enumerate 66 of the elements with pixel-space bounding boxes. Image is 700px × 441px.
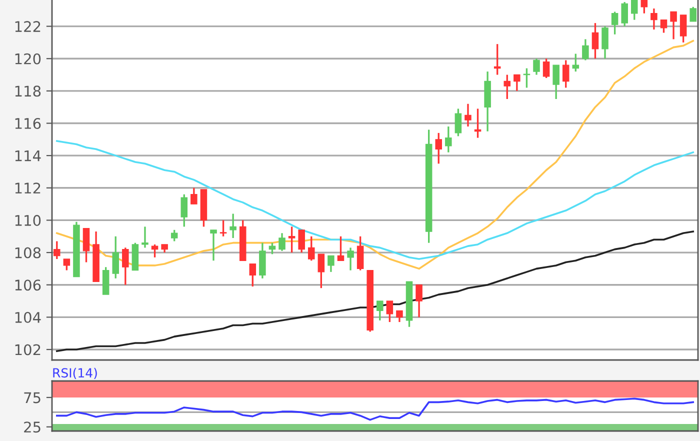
candlestick bbox=[278, 232, 286, 252]
candlestick bbox=[328, 254, 334, 273]
candlestick bbox=[356, 236, 364, 272]
candlestick bbox=[621, 1, 628, 28]
candlestick bbox=[249, 263, 256, 288]
y-tick-label: 112 bbox=[15, 182, 40, 194]
candlestick bbox=[552, 64, 560, 100]
line-series bbox=[56, 230, 694, 352]
line-series bbox=[56, 140, 694, 260]
candlestick bbox=[318, 253, 325, 289]
candlestick bbox=[542, 58, 550, 79]
candlestick bbox=[210, 229, 217, 262]
line-series bbox=[56, 398, 694, 421]
y-tick-label: 114 bbox=[15, 150, 41, 162]
candlestick bbox=[670, 10, 677, 40]
candlestick bbox=[112, 236, 120, 280]
candlestick bbox=[268, 242, 276, 255]
candlestick bbox=[592, 22, 599, 60]
candlestick bbox=[514, 74, 520, 92]
candlestick bbox=[298, 229, 305, 254]
candlestick bbox=[220, 219, 227, 238]
candlestick bbox=[660, 18, 668, 34]
candlestick bbox=[288, 226, 296, 254]
candlestick bbox=[454, 108, 462, 138]
candlestick bbox=[386, 300, 394, 323]
y-tick-label: 116 bbox=[15, 118, 41, 130]
candlestick bbox=[230, 212, 236, 239]
candlestick bbox=[562, 59, 570, 89]
y-tick-label: 104 bbox=[15, 312, 41, 323]
candlestick bbox=[445, 126, 452, 154]
candlestick bbox=[151, 244, 158, 258]
candlestick bbox=[611, 10, 618, 36]
candlestick bbox=[142, 226, 148, 249]
y-tick-label: 75 bbox=[24, 392, 40, 404]
candlestick bbox=[376, 300, 384, 322]
y-tick-label: 108 bbox=[15, 247, 41, 258]
candlestick bbox=[435, 132, 442, 164]
candlestick bbox=[504, 74, 511, 100]
candlestick bbox=[337, 236, 344, 262]
candlestick bbox=[416, 284, 422, 318]
candlestick bbox=[572, 52, 580, 72]
candlestick bbox=[308, 236, 315, 262]
candlestick bbox=[582, 38, 589, 62]
candlestick bbox=[690, 6, 696, 22]
candlestick bbox=[170, 229, 178, 242]
y-tick-label: 118 bbox=[15, 86, 41, 97]
y-tick-label: 102 bbox=[15, 344, 40, 356]
candlestick bbox=[54, 240, 60, 260]
candlestick bbox=[82, 227, 90, 264]
candlestick bbox=[63, 258, 70, 272]
y-tick-label: 122 bbox=[15, 21, 40, 32]
candlestick bbox=[464, 103, 472, 128]
candlestick bbox=[122, 246, 129, 286]
candlestick bbox=[396, 310, 403, 323]
text: RSI(14) bbox=[53, 368, 97, 380]
y-tick-label: 110 bbox=[15, 214, 41, 226]
candlestick bbox=[680, 14, 687, 44]
candlestick bbox=[347, 246, 354, 272]
y-tick-label: 25 bbox=[24, 422, 40, 433]
candlestick bbox=[180, 194, 188, 228]
candlestick bbox=[190, 187, 198, 205]
y-tick-label: 106 bbox=[15, 280, 41, 291]
candlestick bbox=[650, 8, 658, 30]
candlestick bbox=[602, 25, 608, 60]
y-tick-label: 120 bbox=[15, 53, 41, 64]
candlestick bbox=[533, 58, 540, 76]
